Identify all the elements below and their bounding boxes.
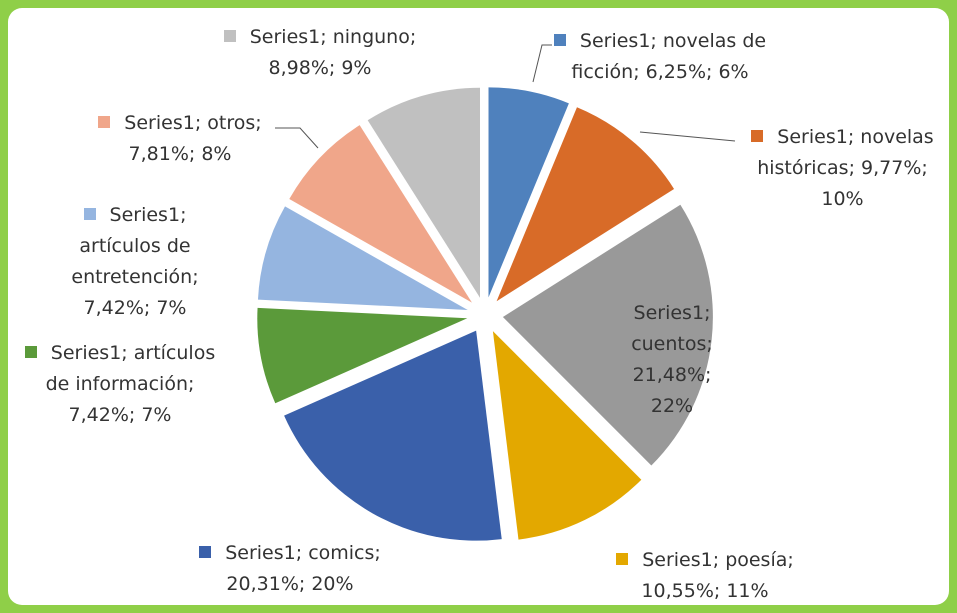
value-label: 6,25%: [645, 61, 706, 83]
data-label: Series1; novelas históricas; 9,77%; 10%: [735, 122, 950, 215]
percent-label: 11%: [726, 580, 769, 602]
data-label: Series1; otros; 7,81%; 8%: [80, 108, 280, 170]
leader-line: [639, 131, 736, 142]
series-name: Series1: [642, 549, 713, 571]
separator: ;: [194, 112, 208, 134]
percent-label: 10%: [821, 188, 864, 210]
pie-slice: [488, 87, 569, 298]
percent-label: 6%: [718, 61, 749, 83]
category-label: novelas históricas: [757, 126, 934, 179]
legend-key: [553, 34, 566, 46]
legend-key: [199, 546, 212, 558]
series-name: Series1: [249, 26, 321, 48]
leader-line: [275, 127, 319, 149]
separator: ;: [713, 580, 727, 602]
legend-key: [24, 346, 37, 358]
separator: ;: [188, 143, 202, 165]
separator: ;: [409, 26, 417, 48]
separator: ;: [633, 61, 646, 83]
separator: ;: [143, 297, 157, 319]
series-name: Series1: [225, 542, 296, 564]
data-label: Series1; poesía; 10,55%; 11%: [590, 545, 820, 607]
percent-label: 7%: [156, 297, 187, 319]
separator: ;: [188, 373, 195, 395]
legend-key: [223, 30, 236, 42]
pie-slice: [492, 331, 642, 540]
separator: ;: [320, 26, 333, 48]
category-label: comics: [308, 542, 375, 564]
category-label: otros: [207, 112, 256, 134]
percent-label: 9%: [341, 57, 372, 79]
data-label: Series1; cuentos; 21,48%; 22%: [612, 298, 732, 422]
value-label: 7,42%: [83, 297, 144, 319]
separator: ;: [295, 542, 309, 564]
category-label: artículos de entretención: [71, 235, 193, 288]
data-label: Series1; artículos de entretención; 7,42…: [40, 200, 230, 324]
series-name: Series1: [633, 302, 705, 324]
series-name: Series1: [109, 204, 181, 226]
category-label: novelas de ficción: [571, 30, 767, 83]
value-label: 8,98%: [268, 57, 329, 79]
data-label: Series1; ninguno; 8,98%; 9%: [215, 22, 425, 84]
value-label: 10,55%: [641, 580, 714, 602]
separator: ;: [706, 61, 719, 83]
pie-slice: [284, 330, 502, 541]
percent-label: 22%: [650, 395, 694, 417]
separator: ;: [704, 302, 711, 324]
separator: ;: [787, 549, 794, 571]
pie-slice: [496, 107, 675, 302]
value-label: 9,77%: [861, 157, 922, 179]
value-label: 7,42%: [68, 404, 129, 426]
value-label: 21,48%: [632, 364, 706, 386]
legend-key: [751, 130, 764, 142]
separator: ;: [650, 30, 663, 52]
separator: ;: [706, 333, 713, 355]
separator: ;: [128, 404, 142, 426]
percent-label: 8%: [201, 143, 232, 165]
legend-key: [83, 208, 96, 220]
category-label: ninguno: [332, 26, 410, 48]
separator: ;: [705, 364, 712, 386]
separator: ;: [121, 342, 134, 364]
value-label: 20,31%: [226, 573, 299, 595]
separator: ;: [712, 549, 726, 571]
series-name: Series1: [579, 30, 651, 52]
data-label: Series1; comics; 20,31%; 20%: [170, 538, 410, 600]
series-name: Series1: [124, 112, 195, 134]
separator: ;: [921, 157, 928, 179]
legend-key: [98, 116, 111, 128]
separator: ;: [298, 573, 312, 595]
series-name: Series1: [777, 126, 848, 148]
separator: ;: [328, 57, 342, 79]
separator: ;: [847, 126, 861, 148]
percent-label: 20%: [311, 573, 354, 595]
data-label: Series1; artículos de información; 7,42%…: [15, 338, 225, 431]
value-label: 7,81%: [128, 143, 189, 165]
category-label: cuentos: [631, 333, 707, 355]
separator: ;: [255, 112, 262, 134]
pie-slice: [257, 206, 468, 310]
pie-slice: [289, 125, 472, 303]
legend-key: [616, 553, 629, 565]
leader-line: [532, 44, 552, 83]
separator: ;: [192, 266, 199, 288]
separator: ;: [374, 542, 381, 564]
separator: ;: [848, 157, 862, 179]
pie-slice: [502, 204, 713, 466]
percent-label: 7%: [141, 404, 172, 426]
pie-slice: [367, 87, 480, 298]
pie-slice: [257, 307, 468, 404]
category-label: artículos de información: [45, 342, 216, 395]
series-name: Series1: [50, 342, 122, 364]
separator: ;: [180, 204, 187, 226]
category-label: poesía: [725, 549, 788, 571]
data-label: Series1; novelas de ficción; 6,25%; 6%: [545, 26, 775, 88]
